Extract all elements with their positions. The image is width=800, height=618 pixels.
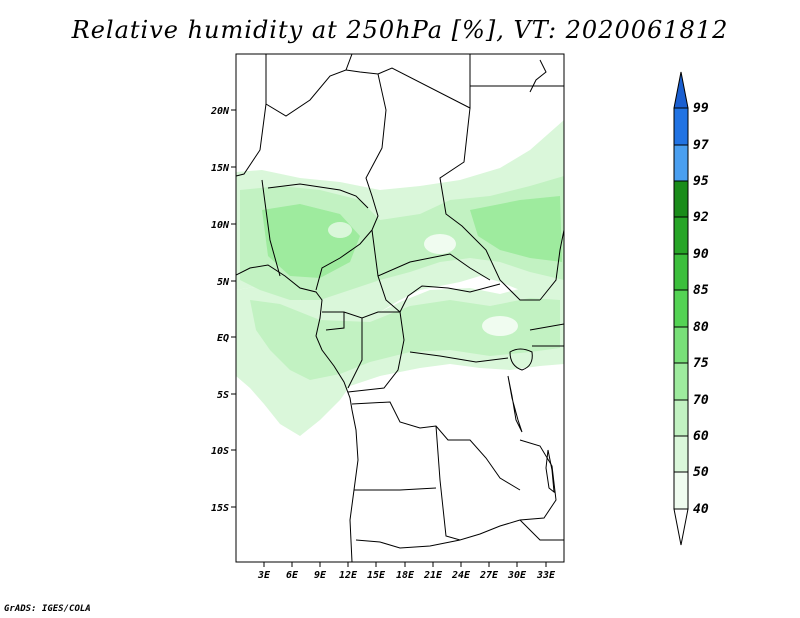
coastline xyxy=(236,264,359,562)
longitude-axis xyxy=(263,562,547,567)
humidity-band-moist-south xyxy=(250,298,560,380)
lat-label: 20N xyxy=(210,106,230,117)
border xyxy=(347,318,363,389)
lat-label: 5N xyxy=(217,277,230,288)
humidity-band-core xyxy=(262,204,360,278)
border xyxy=(315,229,373,291)
border xyxy=(267,183,369,209)
lat-label: 5S xyxy=(217,390,229,401)
border xyxy=(529,323,564,331)
grads-credit: GrADS: IGES/COLA xyxy=(4,604,91,614)
colorbar-label: 70 xyxy=(693,393,709,408)
lat-label: 15N xyxy=(211,163,230,174)
lon-label: 12E xyxy=(339,570,358,581)
lon-label: 24E xyxy=(451,570,471,581)
colorbar-label: 75 xyxy=(693,356,709,371)
border xyxy=(351,401,521,491)
lon-label: 21E xyxy=(423,570,443,581)
colorbar-label: 40 xyxy=(693,502,709,517)
border xyxy=(377,253,491,281)
colorbar-segment xyxy=(673,180,689,218)
colorbar-segment xyxy=(673,399,689,437)
dry-patch xyxy=(424,234,456,254)
colorbar xyxy=(673,71,689,546)
colorbar-bottom-arrow xyxy=(673,508,689,546)
colorbar-segment xyxy=(673,435,689,473)
colorbar-segment xyxy=(673,289,689,328)
border xyxy=(371,229,401,313)
lake-malawi xyxy=(545,449,555,494)
border xyxy=(354,487,437,491)
lon-label: 33E xyxy=(536,570,556,581)
lon-label: 27E xyxy=(479,570,499,581)
border xyxy=(345,54,471,109)
lat-label: 15S xyxy=(211,503,229,514)
colorbar-label: 90 xyxy=(693,247,709,262)
colorbar-segment xyxy=(673,326,689,364)
humidity-shading xyxy=(236,120,564,436)
lat-label: 10N xyxy=(211,220,230,231)
border xyxy=(265,54,353,117)
country-borders xyxy=(236,54,564,562)
border xyxy=(539,229,564,301)
colorbar-label: 95 xyxy=(693,174,709,189)
colorbar-label: 97 xyxy=(693,138,709,153)
dry-patch xyxy=(482,316,518,336)
latitude-axis xyxy=(231,109,236,508)
border xyxy=(409,351,509,363)
lon-label: 3E xyxy=(257,570,271,581)
colorbar-top-arrow xyxy=(673,71,689,109)
border xyxy=(529,59,547,93)
border xyxy=(439,107,540,301)
colorbar-segment xyxy=(673,362,689,401)
lon-label: 18E xyxy=(396,570,415,581)
colorbar-segment xyxy=(673,107,689,146)
colorbar-segment xyxy=(673,471,689,510)
colorbar-label: 60 xyxy=(693,429,709,444)
colorbar-segment xyxy=(673,144,689,182)
colorbar-label: 85 xyxy=(693,283,709,298)
colorbar-label: 99 xyxy=(693,101,709,116)
colorbar-segment xyxy=(673,216,689,255)
lat-label: EQ xyxy=(217,333,229,344)
border xyxy=(519,439,557,521)
humidity-band-core-2 xyxy=(470,196,562,262)
border xyxy=(325,312,345,331)
lon-label: 6E xyxy=(286,570,299,581)
border xyxy=(355,539,461,549)
dry-patch xyxy=(328,222,352,238)
border xyxy=(399,283,501,313)
colorbar-label: 80 xyxy=(693,320,709,335)
lake-victoria xyxy=(509,348,533,371)
lat-label: 10S xyxy=(211,446,229,457)
chart-title: Relative humidity at 250hPa [%], VT: 202… xyxy=(71,16,729,44)
lon-label: 15E xyxy=(367,570,386,581)
colorbar-segment xyxy=(673,253,689,291)
border xyxy=(365,73,387,231)
lake-tanganyika xyxy=(507,375,523,433)
border xyxy=(519,519,564,541)
longitude-labels: 3E 6E 9E 12E 15E 18E 21E 24E 27E 30E 33E xyxy=(257,570,556,581)
colorbar-labels: 99 97 95 92 90 85 80 75 70 60 50 40 xyxy=(693,101,709,517)
map-frame xyxy=(235,53,565,563)
colorbar-label: 50 xyxy=(693,465,709,480)
lon-label: 9E xyxy=(314,570,327,581)
border xyxy=(236,103,267,177)
lon-label: 30E xyxy=(507,570,527,581)
colorbar-label: 92 xyxy=(693,210,709,225)
latitude-labels: 20N 15N 10N 5N EQ 5S 10S 15S xyxy=(210,106,230,514)
border xyxy=(261,179,281,277)
border xyxy=(347,311,405,393)
